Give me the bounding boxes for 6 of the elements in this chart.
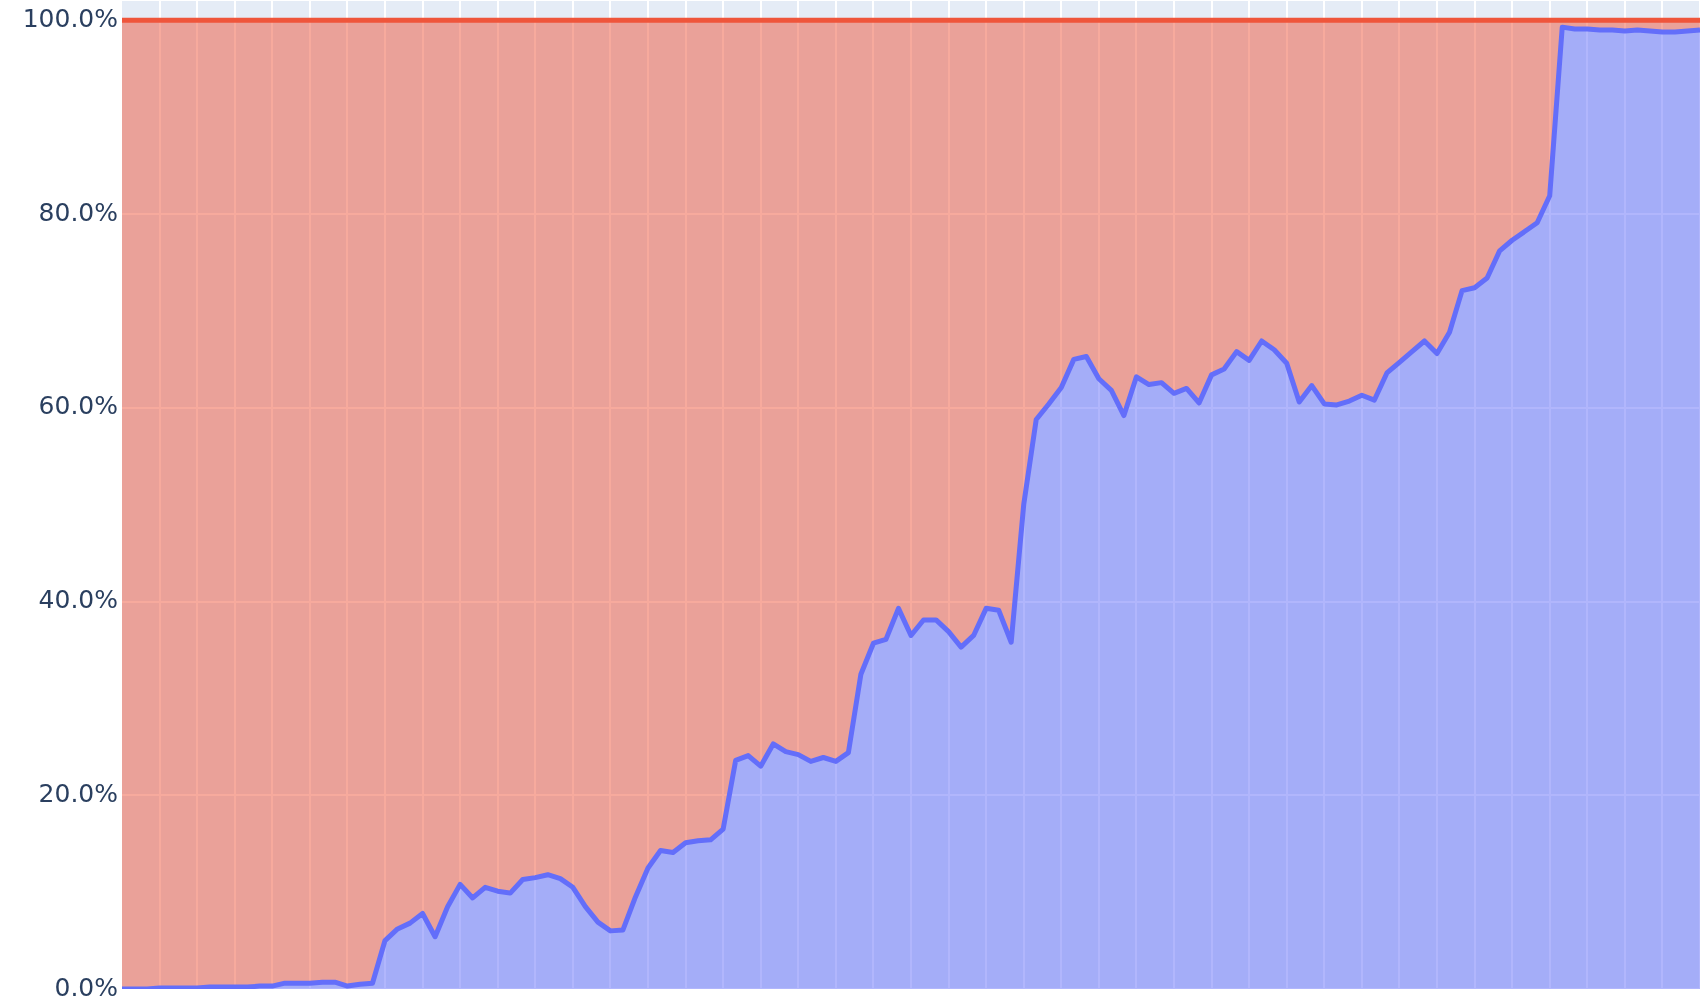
y-tick-label: 40.0% <box>38 585 118 615</box>
y-tick-label: 100.0% <box>22 3 118 33</box>
y-tick-label: 20.0% <box>38 778 118 808</box>
y-tick-label: 80.0% <box>38 197 118 227</box>
y-tick-label: 0.0% <box>54 972 118 1002</box>
y-tick-label: 60.0% <box>38 391 118 421</box>
